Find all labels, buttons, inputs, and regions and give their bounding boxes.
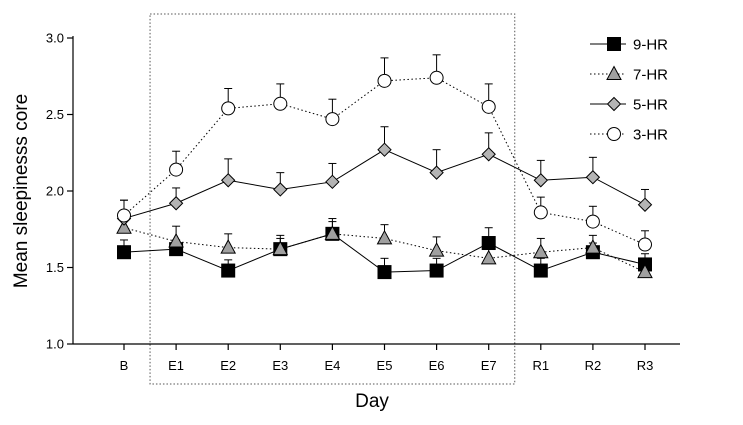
data-point-5-hr-e5 [377,142,392,157]
data-point-5-hr-e2 [220,173,236,188]
x-axis-title: Day [355,391,389,412]
data-point-5-hr-e1 [168,196,184,211]
data-point-7-hr-e5 [376,229,393,245]
x-tick-label: E2 [220,358,236,373]
data-point-9-hr-e2 [221,263,236,278]
data-point-7-hr-e2 [220,239,237,254]
data-point-7-hr-b [116,219,132,234]
legend-label-5-hr: 5-HR [633,97,668,114]
treatment-period-rect [149,13,516,385]
data-point-7-hr-e3 [272,240,289,256]
legend-label-7-hr: 7-HR [633,67,668,84]
data-point-5-hr-r1 [533,173,549,188]
legend-label-3-hr: 3-HR [633,127,668,144]
legend-marker-7-hr [606,65,622,80]
data-point-5-hr-e7 [481,147,496,162]
y-tick-label: 3.0 [46,31,64,46]
data-point-5-hr-e6 [429,165,444,180]
x-tick-label: E5 [377,358,393,373]
series-3-hr [117,54,652,252]
treatment-period-box [149,13,516,385]
data-point-5-hr-r2 [585,170,601,185]
data-point-9-hr-r1 [533,263,548,278]
legend-marker-5-hr [606,96,622,112]
x-tick-label: R2 [585,358,602,373]
legend: 9-HR 7-HR 5-HR 3-HR [590,37,668,144]
data-point-7-hr-r1 [532,243,549,259]
x-tick-label: E6 [429,358,445,373]
data-point-3-hr-e2 [221,101,236,116]
legend-marker-9-hr [607,37,621,51]
x-tick-label: B [120,358,129,373]
data-point-3-hr-e1 [169,162,184,177]
y-tick-label: 2.5 [46,107,64,122]
data-point-3-hr-e3 [273,96,288,111]
data-point-9-hr-e6 [429,263,444,278]
legend-marker-3-hr [607,127,621,141]
data-point-9-hr-e5 [377,265,392,280]
data-point-5-hr-e3 [273,182,288,197]
y-axis-title: Mean sleepinesss core [11,94,32,288]
data-point-7-hr-e1 [168,232,184,248]
data-point-3-hr-r2 [585,214,600,229]
data-point-7-hr-r2 [585,239,601,254]
x-tick-label: E3 [272,358,288,373]
data-point-3-hr-r1 [533,205,548,220]
x-tick-label: E7 [481,358,497,373]
series-layer [116,54,653,280]
x-tick-label: R3 [637,358,654,373]
data-point-3-hr-e6 [429,70,444,85]
data-point-3-hr-b [117,208,131,223]
data-point-7-hr-e7 [480,249,497,265]
data-point-7-hr-r3 [637,263,653,279]
data-point-3-hr-r3 [638,237,652,252]
data-point-5-hr-r3 [637,197,653,212]
data-point-5-hr-e4 [325,174,340,190]
data-point-3-hr-e7 [481,99,496,114]
axes: 1.0 1.5 2.0 2.5 3.0 B E1 E2 E3 E4 E5 E6 E7 R1 R2 R3 [46,31,680,373]
data-point-7-hr-e4 [324,225,341,240]
series-7-hr [116,214,653,279]
x-tick-label: E4 [324,358,340,373]
y-tick-label: 1.0 [46,337,64,352]
y-tick-label: 1.5 [46,260,64,275]
x-tick-label: E1 [168,358,184,373]
data-point-9-hr-b [117,245,131,260]
legend-label-9-hr: 9-HR [633,37,668,54]
data-point-3-hr-e5 [377,73,392,88]
data-point-7-hr-e6 [428,242,445,257]
data-point-3-hr-e4 [325,112,340,127]
x-tick-label: R1 [532,358,549,373]
y-tick-label: 2.0 [46,184,64,199]
